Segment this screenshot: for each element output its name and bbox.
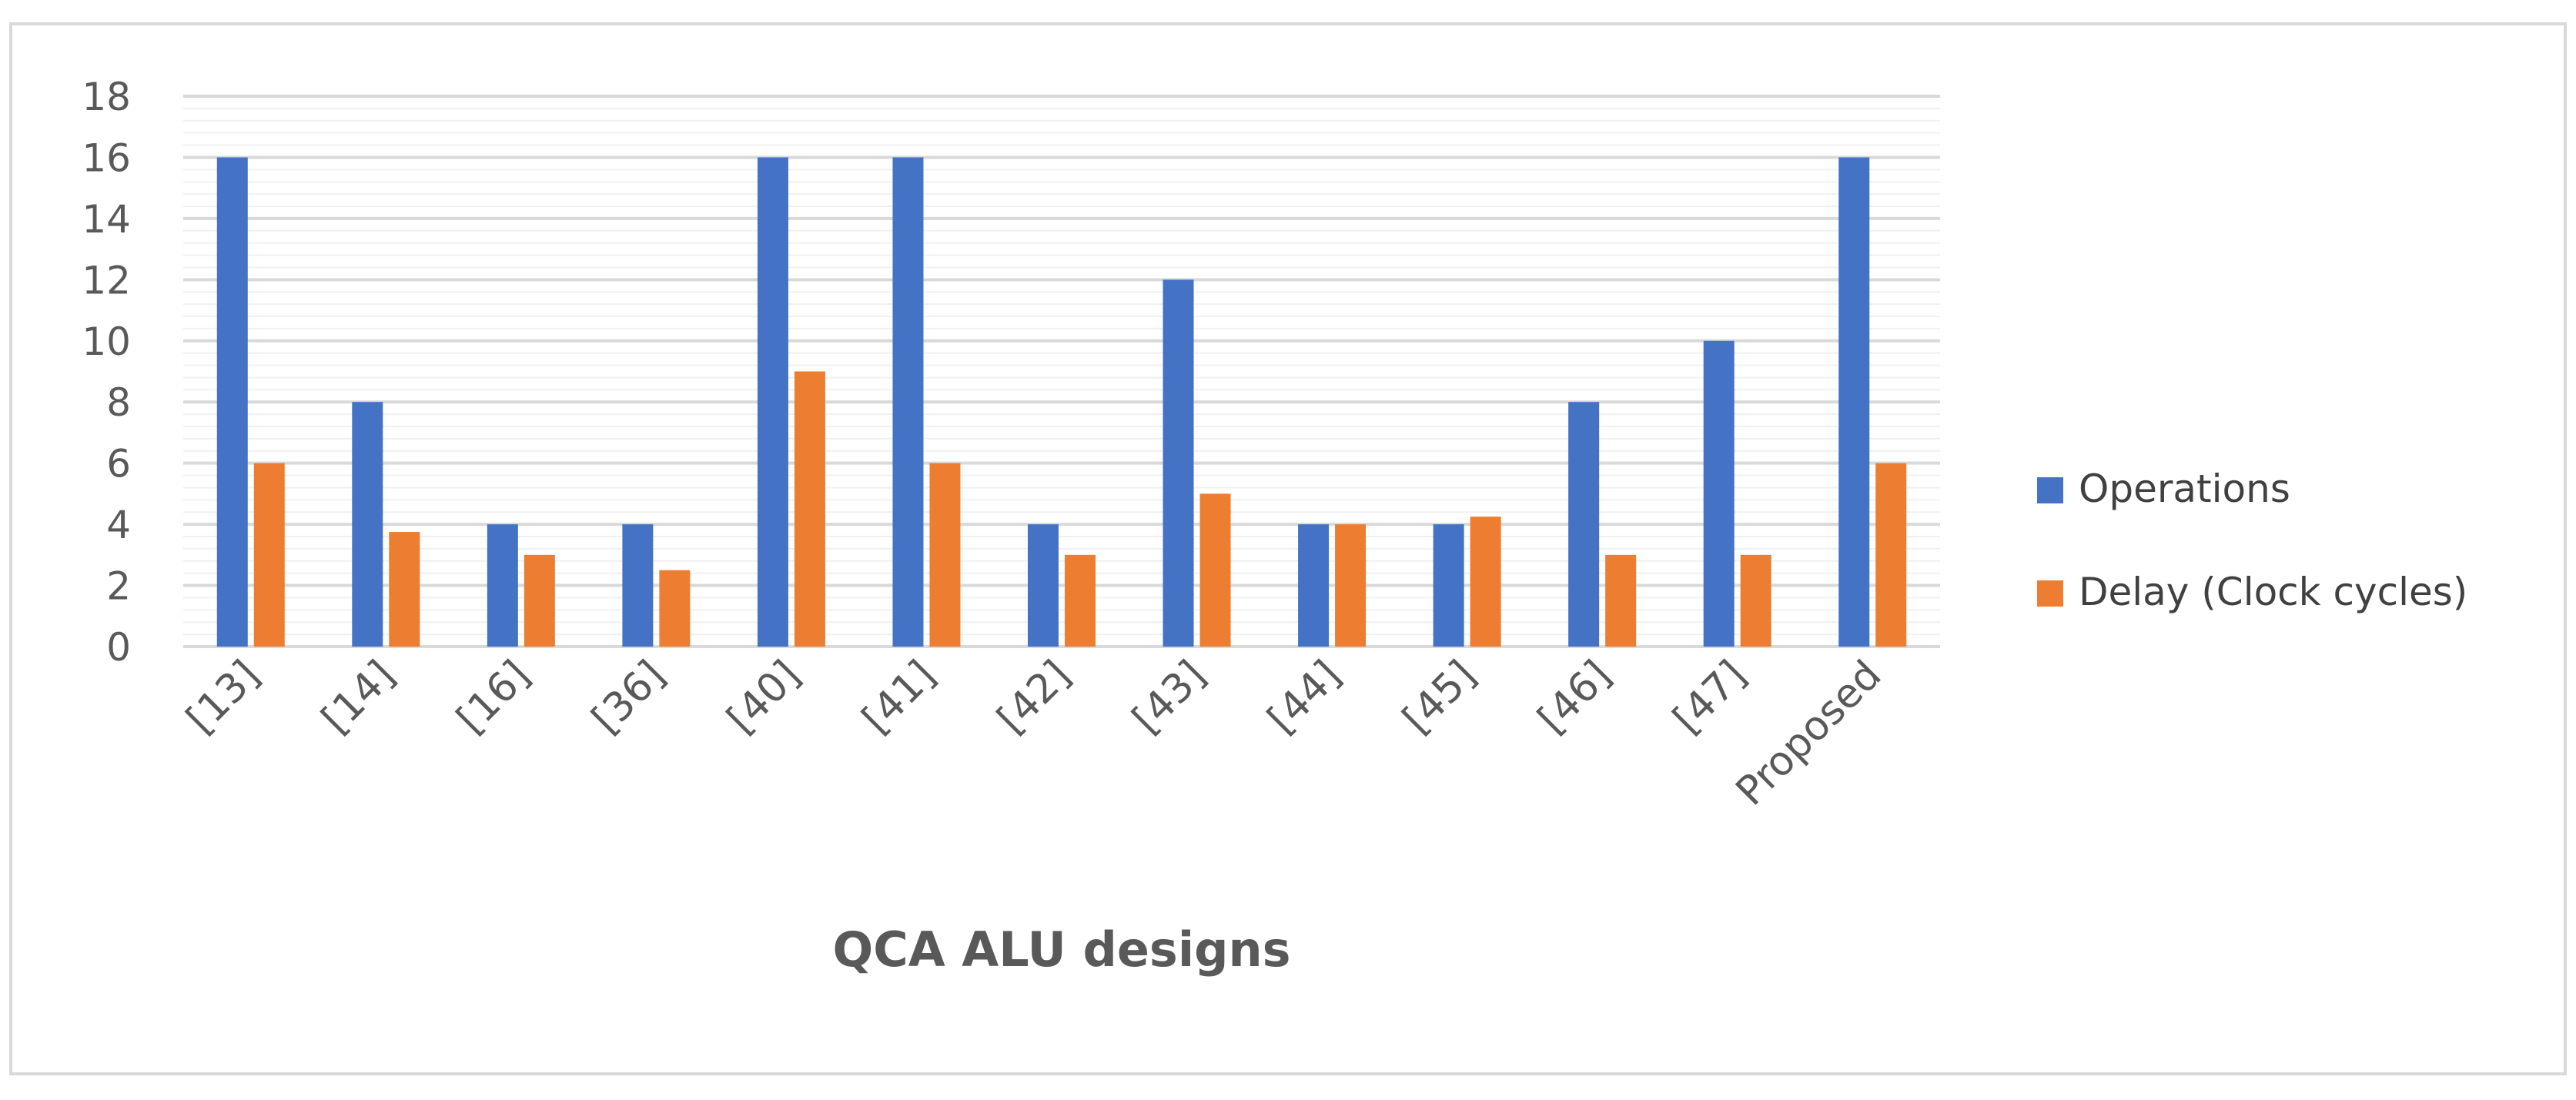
bar-operations: [757, 157, 788, 647]
bar-delay: [389, 532, 420, 647]
legend-swatch: [2037, 580, 2063, 607]
bar-operations: [1163, 279, 1194, 647]
bar-delay: [1875, 463, 1907, 647]
y-tick-label: 6: [106, 442, 131, 486]
bar-operations: [892, 157, 924, 647]
bar-operations: [352, 402, 383, 647]
legend-swatch: [2037, 477, 2063, 503]
y-tick-label: 2: [106, 564, 131, 609]
legend: Operations Delay (Clock cycles): [2037, 466, 2467, 614]
x-axis-title: QCA ALU designs: [833, 921, 1291, 978]
bar-operations: [487, 524, 518, 647]
bar-operations: [622, 524, 654, 647]
bar-delay: [659, 570, 691, 647]
y-tick-label: 10: [82, 319, 131, 364]
gridlines: [183, 95, 1940, 648]
bar-delay: [1335, 524, 1367, 647]
bar-operations: [1703, 340, 1735, 647]
bar-delay: [1470, 517, 1501, 647]
y-axis-ticks: 0 2 4 6 8 10 12 14 16 18: [82, 75, 131, 670]
y-tick-label: 12: [82, 258, 131, 303]
bar-operations: [1298, 524, 1330, 647]
bar-delay: [1199, 493, 1231, 647]
y-tick-label: 8: [106, 380, 131, 425]
bar-delay: [253, 463, 285, 647]
bar-delay: [929, 463, 961, 647]
bar-delay: [794, 371, 825, 647]
bar-operations: [216, 157, 248, 647]
y-tick-label: 0: [106, 625, 131, 670]
bar-delay: [524, 554, 555, 647]
y-tick-label: 4: [106, 503, 131, 547]
bar-delay: [1740, 554, 1771, 647]
legend-entry-label: Delay (Clock cycles): [2079, 570, 2467, 614]
y-tick-label: 14: [82, 197, 131, 242]
bar-delay: [1065, 554, 1096, 647]
bar-operations: [1028, 524, 1059, 647]
y-tick-label: 16: [82, 135, 131, 180]
bar-operations: [1568, 402, 1600, 647]
bar-operations: [1433, 524, 1464, 647]
bar-operations: [1838, 157, 1870, 647]
bars: [216, 157, 1907, 647]
bar-delay: [1605, 554, 1637, 647]
y-tick-label: 18: [82, 75, 131, 119]
legend-entry-label: Operations: [2079, 466, 2290, 511]
